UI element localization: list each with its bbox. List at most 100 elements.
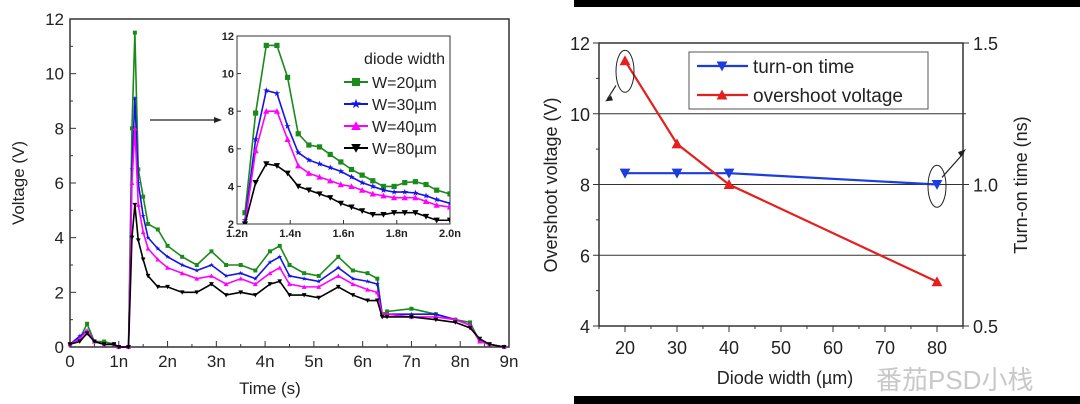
data-point [723, 179, 735, 189]
data-point [165, 254, 170, 259]
arrow-head [605, 95, 613, 102]
data-point [335, 284, 341, 290]
data-point [287, 293, 292, 298]
inset-data-point [252, 136, 259, 143]
inset-data-point [369, 190, 376, 197]
data-point [477, 336, 483, 342]
x-tick-label: 70 [875, 338, 895, 358]
x-tick-label: 3n [207, 352, 226, 371]
x-tick-label: 40 [719, 338, 739, 358]
inset-data-point [390, 188, 398, 195]
inset-x-tick-label: 1.6n [332, 228, 354, 240]
inset-data-point [446, 199, 450, 207]
inset-data-point [391, 183, 397, 189]
legend-marker [351, 144, 361, 153]
data-point [301, 276, 307, 281]
inset-data-point [241, 221, 249, 224]
inset-data-point [316, 144, 323, 150]
annotation-arrow [606, 85, 617, 100]
data-point [350, 281, 356, 287]
data-point [179, 262, 185, 268]
y-tick-label: 4 [55, 229, 64, 248]
arrow-head [958, 149, 966, 158]
y2-tick-label: 1.0 [973, 176, 998, 196]
data-point [374, 281, 380, 287]
y-tick-label: 8 [580, 176, 590, 196]
data-point [252, 276, 258, 281]
data-point [316, 278, 322, 284]
data-point [335, 273, 341, 278]
inset-data-point [337, 181, 344, 188]
inset-data-point [316, 191, 323, 198]
inset-data-point [402, 180, 408, 186]
data-point [252, 281, 258, 287]
data-point [194, 290, 200, 295]
x-tick-label: 20 [615, 338, 635, 358]
data-point [302, 271, 307, 276]
data-point [253, 268, 258, 273]
y-tick-label: 4 [580, 317, 590, 337]
data-point [223, 293, 229, 298]
inset-data-point [380, 192, 387, 199]
x-axis-label: Diode width (µm) [717, 368, 853, 388]
inset-data-point [380, 183, 387, 189]
y-tick-label: 10 [45, 65, 64, 84]
data-point [467, 325, 473, 331]
data-point [287, 273, 292, 278]
data-point [336, 254, 341, 259]
legend-label: overshoot voltage [753, 86, 903, 107]
legend-label: W=30µm [372, 97, 437, 114]
inset-data-point [348, 173, 355, 180]
inset-data-point [434, 187, 440, 193]
data-point [350, 293, 356, 298]
inset-data-point [369, 183, 376, 190]
data-point [267, 249, 272, 254]
annotation-ellipse [615, 49, 635, 93]
data-point [238, 263, 243, 267]
x-tick-label: 7n [402, 352, 421, 371]
data-point [316, 273, 321, 278]
inset-x-tick-label: 1.4n [279, 228, 301, 240]
legend-label: W=20µm [372, 75, 437, 92]
data-point [287, 263, 292, 267]
series-line [625, 172, 938, 186]
inset-data-point [305, 156, 313, 163]
legend-marker [716, 61, 728, 72]
inset-data-point [422, 198, 430, 205]
y-tick-label: 8 [55, 119, 64, 138]
data-point [140, 213, 146, 218]
y-tick-label: 6 [55, 174, 64, 193]
data-point [375, 276, 380, 281]
inset-y-tick-label: 4 [228, 181, 235, 193]
data-point [671, 168, 683, 179]
data-point [277, 279, 283, 284]
data-point [77, 339, 83, 344]
inset-data-point [273, 163, 281, 169]
y-axis-label: Voltage (V) [9, 141, 28, 225]
y-tick-label: 6 [580, 246, 590, 266]
data-point [135, 202, 141, 207]
inset-data-point [327, 177, 334, 184]
x-tick-label: 80 [927, 338, 947, 358]
inset-data-point [390, 210, 398, 216]
inset-data-point [401, 188, 408, 195]
data-point [101, 342, 107, 347]
data-point [619, 55, 631, 66]
data-point [180, 254, 185, 259]
data-point [252, 293, 258, 298]
inset-y-tick-label: 6 [228, 144, 234, 156]
inset-data-point [284, 170, 291, 177]
data-point [140, 229, 146, 235]
x-tick-label: 50 [771, 338, 791, 358]
data-point [132, 95, 138, 101]
data-point [409, 311, 414, 317]
right-chart: 20 30 40 50 60 70 80 4 6 8 10 12 0.5 1.0 1.5 Diode widt… [541, 34, 1031, 388]
inset-y-tick-label: 2 [228, 219, 234, 231]
data-point [179, 270, 185, 276]
series-line [624, 60, 938, 283]
data-point [238, 290, 244, 295]
x-tick-label: 30 [667, 338, 687, 358]
inset-data-point [412, 194, 419, 201]
inset-data-point [433, 196, 440, 203]
inset-data-point [348, 183, 355, 189]
